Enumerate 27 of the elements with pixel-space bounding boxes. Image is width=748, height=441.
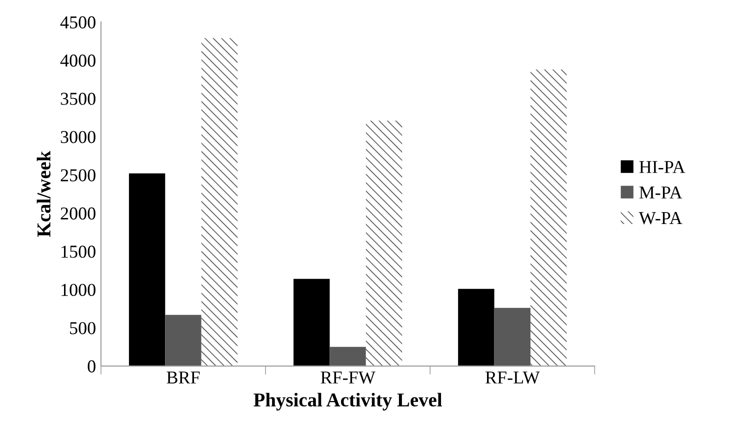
y-tick-label: 3500 xyxy=(60,92,96,105)
x-tick-label: RF-LW xyxy=(485,372,540,384)
y-tick-label: 3000 xyxy=(60,130,96,144)
x-axis-title: Physical Activity Level xyxy=(254,392,442,411)
bar xyxy=(530,69,567,366)
y-tick-label: 2000 xyxy=(60,207,96,220)
y-tick-label: 1000 xyxy=(62,284,96,296)
y-tick-label: 4000 xyxy=(60,54,96,67)
bar xyxy=(294,278,330,366)
x-tick-label: BRF xyxy=(166,372,200,384)
bar xyxy=(330,346,366,366)
bar xyxy=(494,308,530,366)
x-tick-label: RF-FW xyxy=(320,372,376,384)
y-tick-label: 4500 xyxy=(60,16,96,28)
bar xyxy=(458,288,494,366)
legend-label: M-PA xyxy=(639,186,682,198)
bar xyxy=(201,38,238,366)
bar xyxy=(128,173,166,366)
y-tick-label: 1500 xyxy=(62,246,96,258)
y-tick-label: 500 xyxy=(70,322,96,334)
y-tick-label: 2500 xyxy=(60,169,96,182)
bar xyxy=(366,120,402,366)
y-tick-label: 0 xyxy=(88,360,96,372)
bar xyxy=(165,314,202,366)
y-axis-title: Kcal/week xyxy=(36,150,51,237)
legend-label: W-PA xyxy=(638,212,682,224)
legend-label: HI-PA xyxy=(639,161,686,173)
